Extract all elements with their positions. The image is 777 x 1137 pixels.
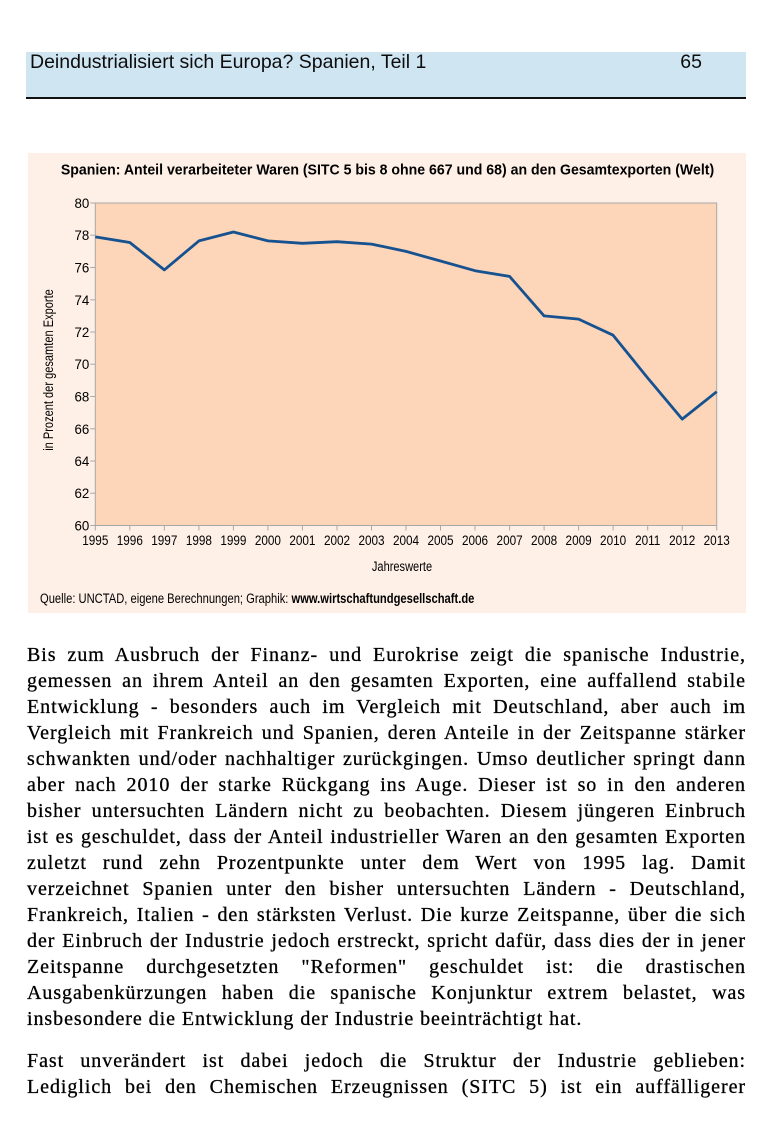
svg-text:62: 62 [75, 486, 90, 501]
svg-text:60: 60 [75, 518, 90, 533]
svg-text:2009: 2009 [566, 532, 592, 548]
svg-text:2003: 2003 [358, 532, 384, 548]
svg-text:74: 74 [75, 292, 90, 307]
svg-text:72: 72 [75, 325, 90, 340]
svg-text:2002: 2002 [324, 532, 350, 548]
svg-text:2001: 2001 [289, 532, 315, 548]
svg-text:70: 70 [75, 357, 90, 372]
svg-text:2005: 2005 [427, 532, 453, 548]
svg-text:Spanien: Anteil verarbeiteter: Spanien: Anteil verarbeiteter Waren (SIT… [61, 162, 715, 178]
svg-text:80: 80 [75, 196, 90, 211]
svg-text:Jahreswerte: Jahreswerte [372, 559, 432, 575]
svg-text:1999: 1999 [220, 532, 246, 548]
svg-text:1998: 1998 [186, 532, 212, 548]
svg-text:1997: 1997 [151, 532, 177, 548]
svg-text:2008: 2008 [531, 532, 557, 548]
svg-text:2011: 2011 [635, 532, 660, 548]
svg-text:66: 66 [75, 421, 90, 436]
svg-text:2004: 2004 [393, 532, 419, 548]
svg-text:2010: 2010 [600, 532, 626, 548]
svg-text:68: 68 [75, 389, 90, 404]
svg-text:2012: 2012 [669, 532, 695, 548]
svg-text:2006: 2006 [462, 532, 488, 548]
svg-text:2000: 2000 [255, 532, 281, 548]
svg-text:76: 76 [75, 260, 90, 275]
svg-text:64: 64 [75, 454, 90, 469]
svg-text:Quelle: UNCTAD, eigene Berechn: Quelle: UNCTAD, eigene Berechnungen; Gra… [40, 591, 474, 606]
svg-text:78: 78 [75, 228, 90, 243]
svg-text:1996: 1996 [117, 532, 143, 548]
svg-text:2013: 2013 [704, 532, 730, 548]
svg-text:1995: 1995 [82, 532, 108, 548]
svg-text:2007: 2007 [497, 532, 523, 548]
svg-text:in Prozent der gesamten Export: in Prozent der gesamten Exporte [41, 289, 57, 451]
